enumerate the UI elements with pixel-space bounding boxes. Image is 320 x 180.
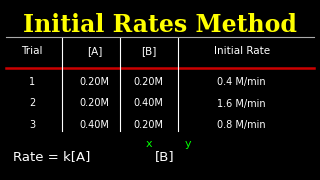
Text: 0.20M: 0.20M bbox=[134, 77, 164, 87]
Text: 0.40M: 0.40M bbox=[79, 120, 109, 130]
Text: 2: 2 bbox=[29, 98, 35, 109]
Text: 0.4 M/min: 0.4 M/min bbox=[217, 77, 266, 87]
Text: 0.20M: 0.20M bbox=[79, 98, 109, 109]
Text: [A]: [A] bbox=[87, 46, 102, 56]
Text: 1: 1 bbox=[29, 77, 35, 87]
Text: Initial Rates Method: Initial Rates Method bbox=[23, 13, 297, 37]
Text: 1.6 M/min: 1.6 M/min bbox=[217, 98, 266, 109]
Text: 0.20M: 0.20M bbox=[79, 77, 109, 87]
Text: x: x bbox=[146, 139, 152, 149]
Text: 3: 3 bbox=[29, 120, 35, 130]
Text: 0.40M: 0.40M bbox=[134, 98, 164, 109]
Text: Rate = k[A]: Rate = k[A] bbox=[13, 150, 90, 163]
Text: Initial Rate: Initial Rate bbox=[213, 46, 270, 56]
Text: 0.20M: 0.20M bbox=[134, 120, 164, 130]
Text: y: y bbox=[185, 139, 192, 149]
Text: 0.8 M/min: 0.8 M/min bbox=[217, 120, 266, 130]
Text: Trial: Trial bbox=[21, 46, 43, 56]
Text: [B]: [B] bbox=[141, 46, 156, 56]
Text: [B]: [B] bbox=[155, 150, 175, 163]
